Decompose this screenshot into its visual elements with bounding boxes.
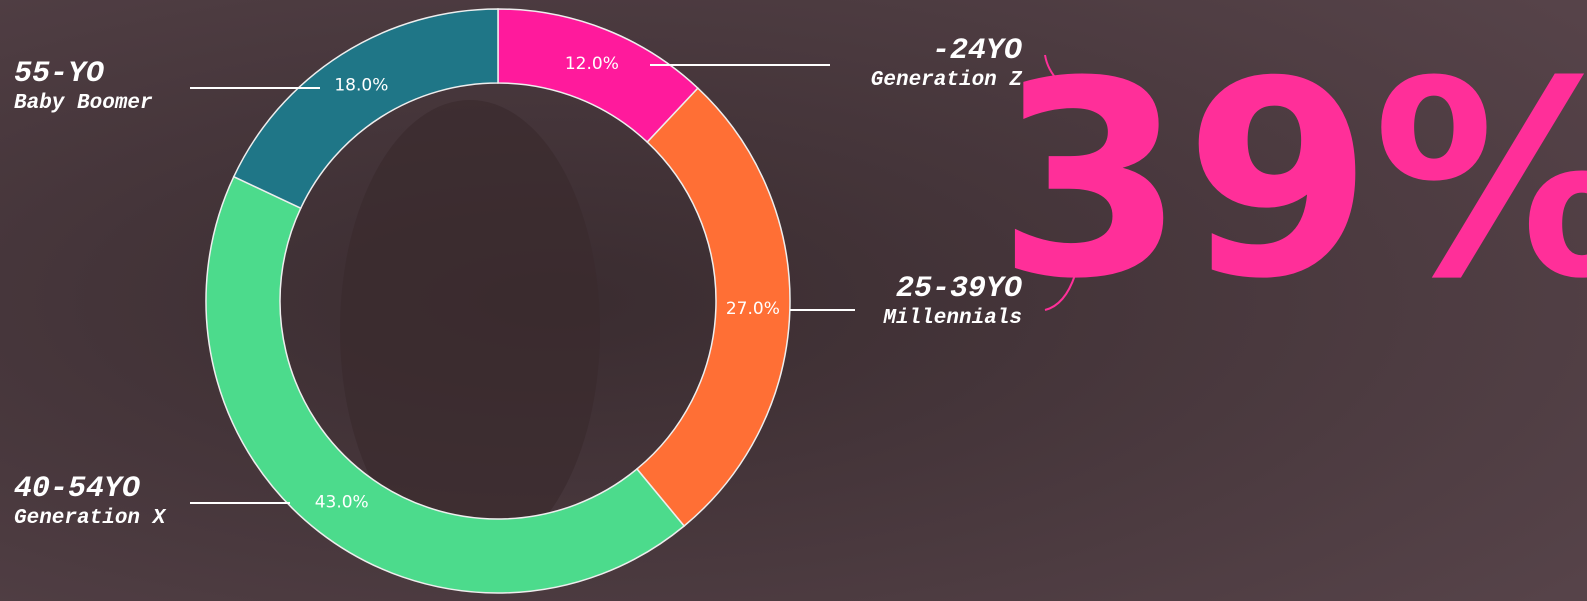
infographic: 12.0%27.0%43.0%18.0%-24YOGeneration Z25-… bbox=[0, 0, 1587, 601]
category-description: Generation X bbox=[14, 507, 167, 530]
highlight-stat: 39% bbox=[997, 23, 1587, 338]
value-label: 27.0% bbox=[726, 299, 780, 319]
category-description: Baby Boomer bbox=[14, 92, 153, 115]
category-label: 55-YO bbox=[14, 57, 104, 91]
value-label: 12.0% bbox=[565, 54, 619, 74]
value-label: 43.0% bbox=[315, 492, 369, 512]
category-label: 40-54YO bbox=[14, 472, 140, 506]
value-label: 18.0% bbox=[334, 76, 388, 96]
